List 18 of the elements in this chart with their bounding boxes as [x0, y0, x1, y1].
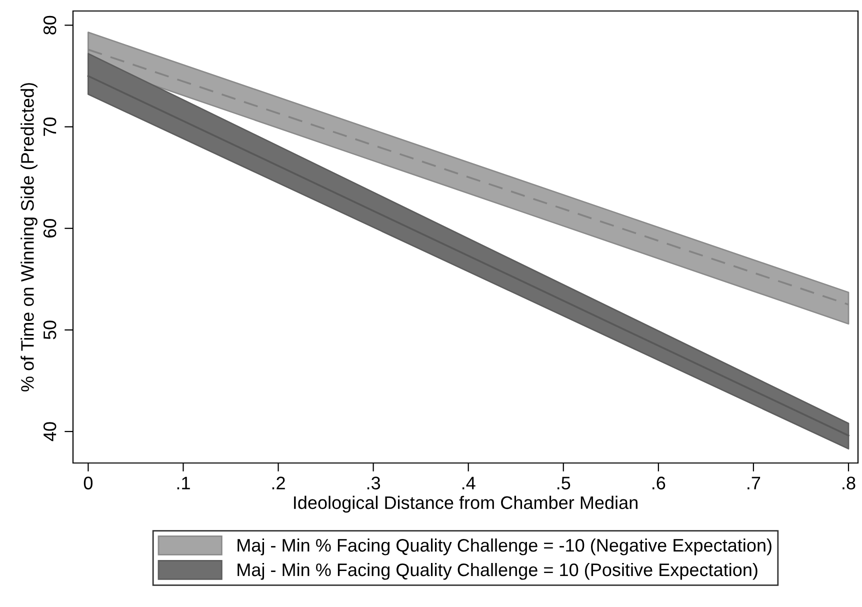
x-tick-label: .6 — [652, 476, 666, 490]
y-tick-label: 80 — [43, 16, 56, 34]
x-tick-label: .1 — [177, 476, 190, 490]
x-tick-label: .3 — [367, 476, 380, 490]
x-tick-label: 0 — [84, 476, 93, 490]
legend-label: Maj - Min % Facing Quality Challenge = -10 (Negative Expectation) — [238, 538, 772, 556]
x-axis-title: Ideological Distance from Chamber Median — [294, 496, 638, 513]
x-tick-label: .7 — [748, 476, 760, 490]
x-tick-label: .2 — [272, 476, 285, 490]
x-tick-label: .4 — [462, 476, 476, 490]
x-tick-label: .5 — [558, 476, 570, 490]
y-tick-label: 40 — [43, 422, 56, 442]
y-tick-label: 70 — [43, 117, 56, 136]
x-tick-label: .8 — [842, 476, 856, 490]
y-tick-label: 60 — [43, 219, 56, 238]
legend-label: Maj - Min % Facing Quality Challenge = 10 (Positive Expectation) — [238, 562, 758, 580]
y-axis-title: % of Time on Winning Side (Predicted) — [20, 83, 38, 392]
y-tick-label: 50 — [43, 320, 56, 340]
